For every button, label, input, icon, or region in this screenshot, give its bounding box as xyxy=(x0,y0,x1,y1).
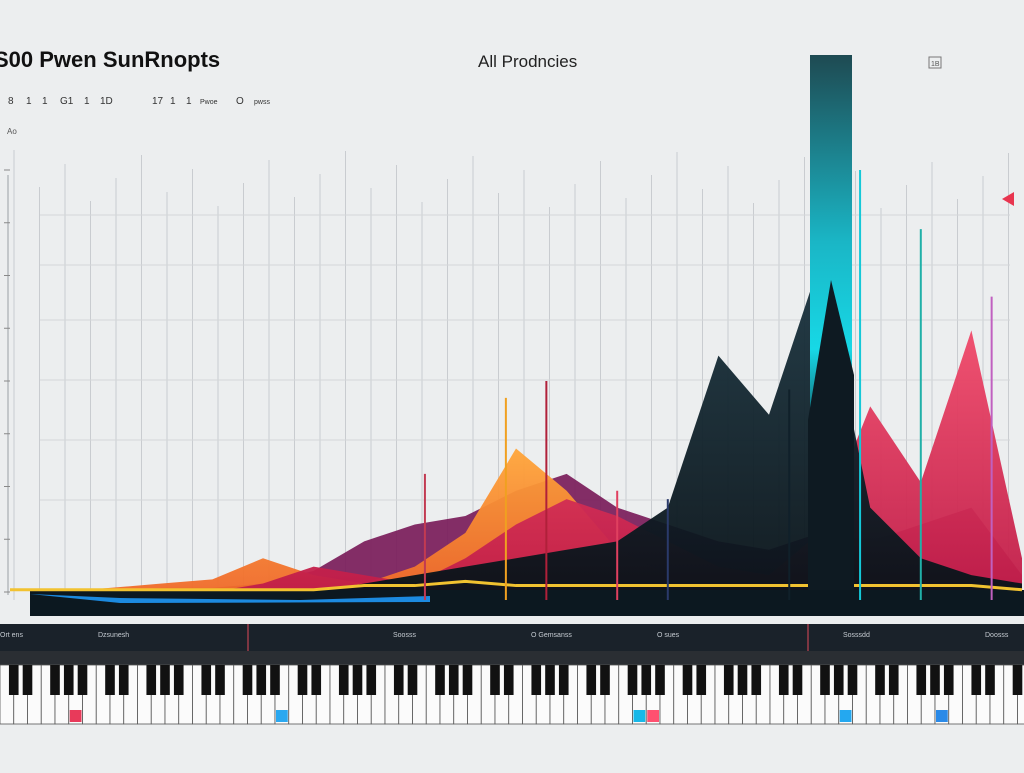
toolbar-glyph[interactable]: 17 xyxy=(152,96,164,107)
footer-label: Doosss xyxy=(985,632,1009,639)
black-key[interactable] xyxy=(545,665,555,695)
black-key[interactable] xyxy=(985,665,995,695)
y-axis xyxy=(4,170,10,595)
corner-badge[interactable]: 1B xyxy=(931,61,940,68)
footer-divider xyxy=(0,651,1024,665)
black-key[interactable] xyxy=(655,665,665,695)
key-highlight xyxy=(634,710,646,722)
tower-series xyxy=(808,55,854,590)
black-key[interactable] xyxy=(174,665,184,695)
black-key[interactable] xyxy=(9,665,19,695)
black-key[interactable] xyxy=(298,665,308,695)
black-key[interactable] xyxy=(490,665,500,695)
black-key[interactable] xyxy=(820,665,830,695)
black-key[interactable] xyxy=(394,665,404,695)
black-key[interactable] xyxy=(160,665,170,695)
black-key[interactable] xyxy=(751,665,761,695)
footer-band xyxy=(0,624,1024,651)
key-highlight xyxy=(936,710,948,722)
black-key[interactable] xyxy=(889,665,899,695)
black-key[interactable] xyxy=(449,665,459,695)
black-key[interactable] xyxy=(270,665,280,695)
toolbar-glyph[interactable]: 1 xyxy=(42,96,48,107)
black-key[interactable] xyxy=(586,665,596,695)
toolbar-glyph[interactable]: 1 xyxy=(84,96,90,107)
black-key[interactable] xyxy=(50,665,60,695)
black-key[interactable] xyxy=(559,665,569,695)
key-highlight xyxy=(70,710,82,722)
black-key[interactable] xyxy=(408,665,418,695)
base-band xyxy=(30,590,1024,616)
black-key[interactable] xyxy=(724,665,734,695)
key-highlight xyxy=(276,710,288,722)
toolbar-glyph[interactable]: Pwoe xyxy=(200,99,218,106)
black-key[interactable] xyxy=(339,665,349,695)
black-key[interactable] xyxy=(366,665,376,695)
black-key[interactable] xyxy=(504,665,514,695)
black-key[interactable] xyxy=(353,665,363,695)
toolbar-glyph[interactable]: 1 xyxy=(170,96,176,107)
black-key[interactable] xyxy=(531,665,541,695)
black-key[interactable] xyxy=(146,665,156,695)
black-key[interactable] xyxy=(435,665,445,695)
key-highlight xyxy=(840,710,852,722)
chart-subtitle: All Prodncies xyxy=(478,52,577,71)
toolbar-glyph[interactable]: 1 xyxy=(26,96,32,107)
black-key[interactable] xyxy=(1013,665,1023,695)
black-key[interactable] xyxy=(600,665,610,695)
black-key[interactable] xyxy=(930,665,940,695)
chart-title: S00 Pwen SunRnopts xyxy=(0,47,220,72)
footer-label: Ort ens xyxy=(0,632,23,639)
black-key[interactable] xyxy=(628,665,638,695)
black-key[interactable] xyxy=(64,665,74,695)
black-key[interactable] xyxy=(78,665,88,695)
toolbar-glyph[interactable]: G1 xyxy=(60,96,74,107)
black-key[interactable] xyxy=(463,665,473,695)
black-key[interactable] xyxy=(215,665,225,695)
black-key[interactable] xyxy=(916,665,926,695)
footer-label: O sues xyxy=(657,632,680,639)
black-key[interactable] xyxy=(848,665,858,695)
black-key[interactable] xyxy=(119,665,129,695)
black-key[interactable] xyxy=(944,665,954,695)
black-key[interactable] xyxy=(23,665,33,695)
area-series xyxy=(10,263,1024,616)
black-key[interactable] xyxy=(641,665,651,695)
black-key[interactable] xyxy=(311,665,321,695)
toolbar-glyph[interactable]: O xyxy=(236,96,244,107)
black-key[interactable] xyxy=(834,665,844,695)
black-key[interactable] xyxy=(793,665,803,695)
footer-label: Dzsunesh xyxy=(98,632,129,639)
toolbar-glyph[interactable]: 8 xyxy=(8,96,14,107)
black-key[interactable] xyxy=(696,665,706,695)
toolbar-glyph[interactable]: 1D xyxy=(100,96,113,107)
black-key[interactable] xyxy=(105,665,115,695)
black-key[interactable] xyxy=(201,665,211,695)
black-key[interactable] xyxy=(256,665,266,695)
black-key[interactable] xyxy=(243,665,253,695)
black-key[interactable] xyxy=(738,665,748,695)
footer-label: O Gemsanss xyxy=(531,632,572,639)
black-key[interactable] xyxy=(875,665,885,695)
footer-label: Soosss xyxy=(393,632,416,639)
key-highlight xyxy=(647,710,659,722)
toolbar-glyph[interactable]: 1 xyxy=(186,96,192,107)
toolbar-glyph[interactable]: pwss xyxy=(254,99,270,106)
footer-label: Sosssdd xyxy=(843,632,870,639)
black-key[interactable] xyxy=(683,665,693,695)
black-key[interactable] xyxy=(971,665,981,695)
piano-keyboard[interactable] xyxy=(0,665,1024,724)
black-key[interactable] xyxy=(779,665,789,695)
y-axis-label: Ao xyxy=(7,127,17,136)
